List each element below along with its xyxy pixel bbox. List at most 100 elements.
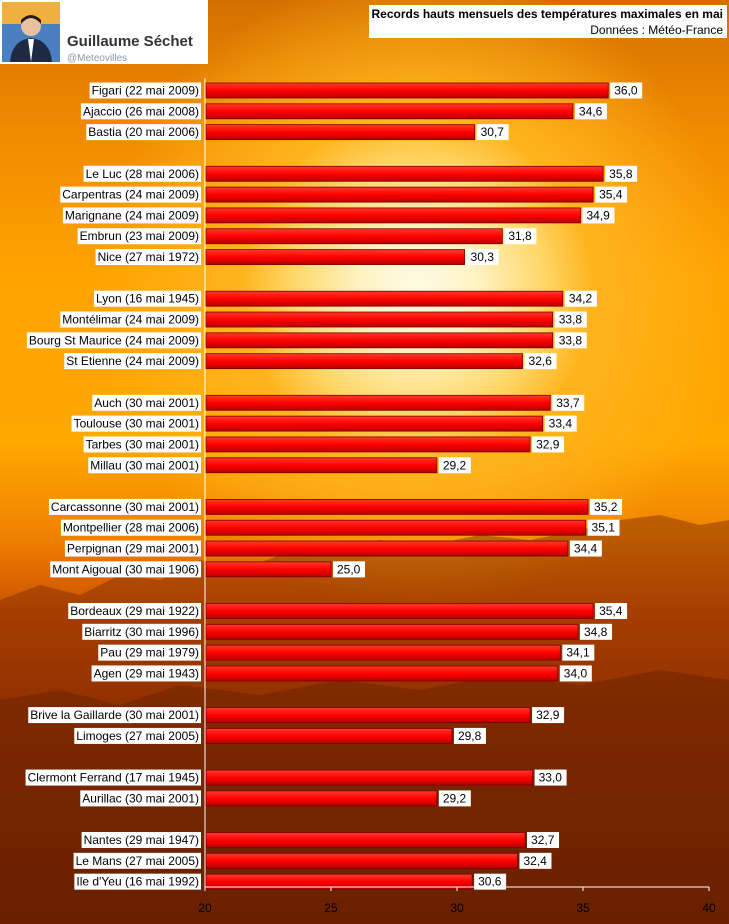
category-label-background — [81, 832, 201, 849]
bar — [205, 644, 561, 661]
category-label: Clermont Ferrand (17 mai 1945) — [28, 771, 199, 785]
category-label-background — [95, 249, 201, 266]
value-label-background — [564, 290, 597, 307]
bar — [205, 873, 473, 890]
value-label-background — [579, 623, 612, 640]
value-label-background — [474, 873, 507, 890]
bar — [205, 665, 559, 682]
bar — [205, 103, 574, 120]
category-label-background — [68, 603, 201, 619]
value-label-background — [582, 207, 615, 224]
category-label: Mont Aigoual (30 mai 1906) — [52, 562, 199, 576]
value-label-background — [595, 603, 628, 619]
bar — [205, 457, 438, 474]
value-label-background — [610, 82, 643, 99]
category-label: Le Luc (28 mai 2006) — [86, 167, 199, 181]
bar — [205, 852, 518, 869]
category-label: Millau (30 mai 2001) — [90, 458, 199, 472]
category-label-background — [74, 727, 201, 744]
category-label: Pau (29 mai 1979) — [100, 646, 199, 660]
bar — [205, 540, 569, 557]
chart-title-box: Records hauts mensuels des températures … — [369, 5, 727, 38]
bar — [205, 415, 544, 432]
value-label: 33,7 — [556, 396, 580, 410]
category-label-background — [92, 394, 201, 411]
category-label: Limoges (27 mai 2005) — [76, 729, 199, 743]
value-label: 35,2 — [594, 500, 618, 514]
category-label-background — [60, 519, 201, 536]
value-label-background — [534, 769, 567, 786]
category-label: Ajaccio (26 mai 2008) — [83, 104, 199, 118]
value-label: 33,0 — [539, 771, 563, 785]
bar — [205, 832, 526, 848]
value-label: 25,0 — [337, 562, 361, 576]
x-tick-label: 25 — [324, 901, 338, 915]
author-avatar — [2, 2, 60, 62]
value-label: 30,6 — [478, 875, 502, 889]
category-label: Le Mans (27 mai 2005) — [76, 854, 199, 868]
category-label-background — [60, 311, 201, 328]
value-label-background — [519, 852, 552, 869]
bar — [205, 498, 589, 515]
value-label: 34,9 — [586, 208, 610, 222]
value-label-background — [559, 665, 592, 682]
category-label-background — [64, 540, 201, 557]
value-label: 29,2 — [443, 791, 467, 805]
value-label: 35,8 — [609, 167, 633, 181]
value-label: 32,9 — [536, 708, 560, 722]
category-label-background — [25, 769, 202, 786]
value-label-background — [590, 498, 623, 515]
value-label: 34,2 — [569, 292, 593, 306]
value-label-background — [574, 103, 607, 120]
category-label-background — [62, 207, 201, 224]
bar — [205, 519, 586, 536]
value-label: 34,1 — [566, 646, 590, 660]
category-label: Biarritz (30 mai 1996) — [84, 625, 199, 639]
category-label: St Etienne (24 mai 2009) — [66, 354, 199, 368]
category-label-background — [80, 790, 202, 807]
category-label-background — [26, 332, 201, 349]
value-label-background — [476, 124, 509, 141]
bar — [205, 603, 594, 619]
author-name: Guillaume Séchet — [67, 33, 193, 50]
category-label: Figari (22 mai 2009) — [92, 84, 199, 98]
x-tick-label: 40 — [702, 901, 716, 915]
bar — [205, 561, 332, 578]
category-label-background — [83, 436, 202, 453]
value-label: 29,8 — [458, 729, 482, 743]
category-label-background — [98, 644, 201, 661]
chart-subtitle: Données : Météo-France — [590, 23, 723, 37]
category-label-background — [80, 103, 201, 120]
value-label-background — [438, 457, 471, 474]
chart-title: Records hauts mensuels des températures … — [371, 7, 724, 21]
value-label-background — [552, 394, 585, 411]
bar — [205, 332, 554, 349]
bar — [205, 707, 531, 723]
value-label-background — [504, 228, 537, 245]
category-label-background — [71, 415, 201, 432]
category-label: Lyon (16 mai 1945) — [96, 292, 199, 306]
category-label-background — [73, 852, 201, 869]
value-label-background — [524, 353, 557, 370]
value-label: 35,4 — [599, 604, 623, 618]
category-label: Embrun (23 mai 2009) — [80, 229, 199, 243]
x-tick-label: 35 — [576, 901, 590, 915]
value-label-background — [466, 249, 499, 266]
category-label-background — [50, 561, 201, 578]
bar — [205, 207, 581, 224]
value-label-background — [532, 436, 565, 453]
category-label: Bourg St Maurice (24 mai 2009) — [29, 333, 199, 347]
bar — [205, 623, 579, 640]
value-label: 34,4 — [574, 542, 598, 556]
bar — [205, 165, 604, 182]
value-label-background — [527, 832, 560, 849]
category-label-background — [83, 165, 201, 182]
bar — [205, 353, 523, 370]
category-label: Bastia (20 mai 2006) — [88, 125, 199, 139]
category-label: Montélimar (24 mai 2009) — [62, 313, 199, 327]
value-label: 32,7 — [531, 833, 555, 847]
value-label-background — [453, 727, 486, 744]
category-label-background — [94, 290, 201, 307]
bar — [205, 790, 438, 807]
category-label: Carpentras (24 mai 2009) — [62, 188, 199, 202]
